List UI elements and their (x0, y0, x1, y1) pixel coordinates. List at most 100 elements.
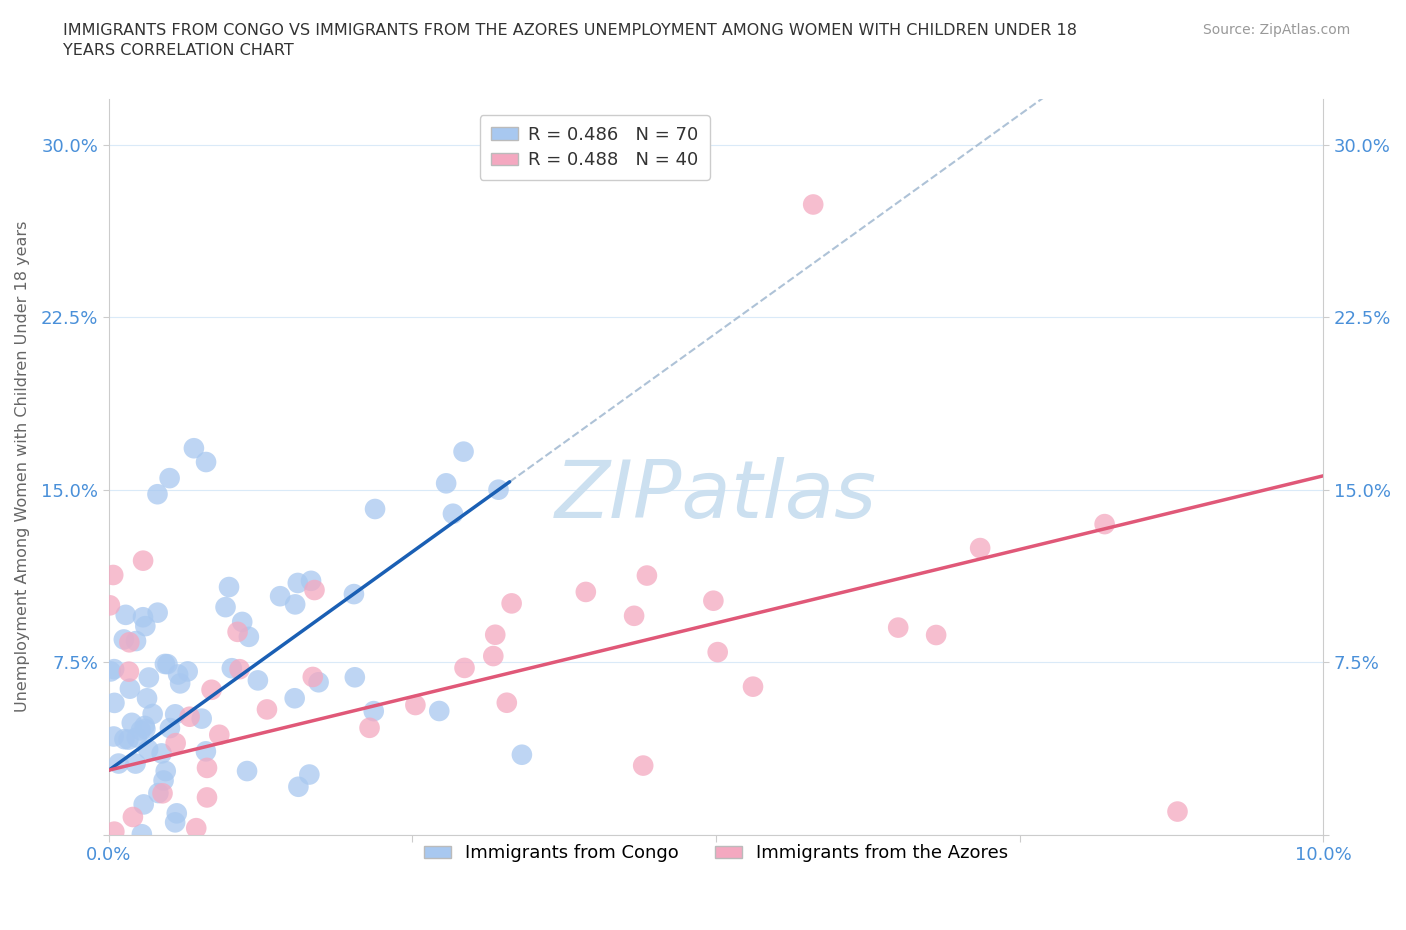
Point (887, 620, 910, 635)
Text: ZIPatlas: ZIPatlas (555, 457, 877, 535)
Point (114, 607, 136, 622)
Point (136, 691, 159, 706)
Point (304, 582, 326, 597)
Point (284, 691, 307, 706)
Point (129, 723, 152, 737)
Point (287, 576, 309, 591)
Point (166, 806, 188, 821)
Point (107, 756, 129, 771)
Point (132, 797, 155, 812)
Point (98, 598, 121, 613)
Point (186, 820, 208, 835)
Point (103, 662, 125, 677)
Point (148, 786, 170, 801)
Point (153, 657, 176, 671)
Point (742, 679, 765, 694)
Point (404, 698, 426, 712)
Point (155, 764, 177, 778)
Point (501, 596, 523, 611)
Point (131, 827, 153, 842)
Point (575, 584, 598, 599)
Point (246, 673, 269, 688)
Point (299, 574, 322, 589)
Point (236, 764, 259, 778)
Text: Source: ZipAtlas.com: Source: ZipAtlas.com (1202, 23, 1350, 37)
Point (118, 664, 141, 679)
Point (214, 600, 236, 615)
Point (114, 732, 136, 747)
Point (136, 742, 159, 757)
Point (121, 715, 143, 730)
Point (308, 675, 330, 690)
Point (156, 657, 179, 671)
Point (138, 671, 160, 685)
Point (103, 567, 125, 582)
Point (159, 471, 181, 485)
Point (146, 486, 169, 501)
Point (969, 540, 991, 555)
Point (510, 748, 533, 763)
Point (118, 682, 141, 697)
Point (238, 630, 260, 644)
Point (125, 730, 148, 745)
Point (200, 683, 222, 698)
Point (231, 615, 253, 630)
Point (132, 553, 155, 568)
Point (103, 729, 125, 744)
Point (453, 445, 475, 459)
Point (284, 597, 307, 612)
Point (190, 711, 212, 726)
Point (269, 589, 291, 604)
Point (434, 476, 457, 491)
Point (702, 593, 724, 608)
Point (194, 744, 217, 759)
Point (636, 568, 658, 583)
Point (134, 719, 156, 734)
Point (176, 664, 198, 679)
Point (226, 624, 249, 639)
Legend: Immigrants from Congo, Immigrants from the Azores: Immigrants from Congo, Immigrants from t… (416, 837, 1015, 870)
Point (488, 483, 510, 498)
Point (195, 761, 218, 776)
Point (482, 648, 505, 663)
Point (167, 667, 190, 682)
Point (117, 732, 139, 747)
Point (363, 704, 385, 719)
Point (165, 707, 187, 722)
Point (122, 810, 145, 825)
Point (221, 661, 243, 676)
Point (132, 610, 155, 625)
Point (359, 721, 381, 736)
Point (218, 579, 240, 594)
Point (208, 727, 231, 742)
Point (287, 779, 309, 794)
Point (146, 605, 169, 620)
Point (112, 632, 135, 647)
Point (453, 660, 475, 675)
Point (124, 756, 146, 771)
Point (195, 455, 218, 470)
Point (1094, 517, 1116, 532)
Point (484, 628, 506, 643)
Point (427, 704, 450, 719)
Point (103, 696, 125, 711)
Point (152, 773, 174, 788)
Y-axis label: Unemployment Among Women with Children Under 18 years: Unemployment Among Women with Children U… (15, 221, 30, 712)
Point (195, 790, 218, 804)
Point (134, 722, 156, 737)
Point (169, 676, 191, 691)
Point (343, 670, 366, 684)
Point (925, 628, 948, 643)
Point (150, 746, 173, 761)
Point (159, 721, 181, 736)
Point (631, 758, 654, 773)
Point (301, 670, 323, 684)
Point (165, 815, 187, 830)
Point (256, 702, 278, 717)
Point (364, 501, 387, 516)
Point (118, 635, 141, 650)
Point (125, 633, 148, 648)
Point (228, 662, 250, 677)
Point (183, 441, 205, 456)
Point (298, 767, 321, 782)
